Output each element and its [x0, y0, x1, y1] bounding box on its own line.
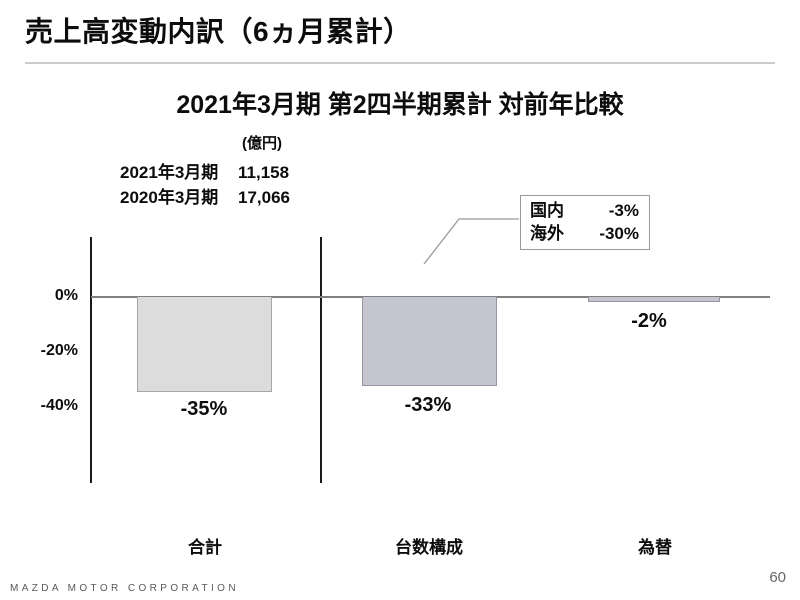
reference-period-label: 2021年3月期 [120, 163, 219, 182]
reference-period-value: 17,066 [238, 188, 290, 207]
callout-row: 国内 -3% [530, 199, 639, 222]
title-divider-line [25, 62, 775, 64]
callout-value: -30% [599, 224, 639, 243]
bar-value-label-volume-mix: -33% [404, 394, 452, 416]
chart-title: 2021年3月期 第2四半期累計 対前年比較 [176, 91, 624, 119]
y-axis-tick-0: 0% [54, 287, 78, 304]
reference-period-value: 11,158 [238, 163, 290, 182]
bar-value-label-forex: -2% [631, 310, 667, 332]
category-label-forex: 為替 [638, 538, 672, 557]
callout-label: 海外 [530, 224, 564, 243]
bar-volume-mix [362, 297, 497, 386]
slide-title: 売上高変動内訳（6ヵ月累計） [25, 16, 412, 47]
callout-row: 海外 -30% [530, 222, 639, 245]
y-axis-tick-40: -40% [40, 397, 78, 414]
reference-value-row: 2021年3月期 11,158 [120, 160, 290, 185]
callout-label: 国内 [530, 201, 564, 220]
page-number: 60 [769, 569, 786, 586]
y-axis-line [90, 237, 92, 483]
y-axis-tick-20: -20% [40, 342, 78, 359]
reference-values: 2021年3月期 11,158 2020年3月期 17,066 [120, 160, 290, 210]
bar-value-label-total: -35% [180, 398, 228, 420]
unit-label: (億円) [242, 135, 282, 152]
category-label-total: 合計 [188, 538, 222, 557]
bar-forex [588, 297, 720, 302]
bar-total [137, 297, 272, 392]
reference-period-label: 2020年3月期 [120, 188, 219, 207]
callout-value: -3% [608, 201, 639, 220]
company-footer: MAZDA MOTOR CORPORATION [10, 583, 239, 594]
category-label-volume-mix: 台数構成 [395, 538, 463, 557]
section-divider-line [320, 237, 322, 483]
zero-baseline [91, 296, 770, 298]
annotation-callout-box: 国内 -3% 海外 -30% [520, 195, 650, 250]
reference-value-row: 2020年3月期 17,066 [120, 185, 290, 210]
